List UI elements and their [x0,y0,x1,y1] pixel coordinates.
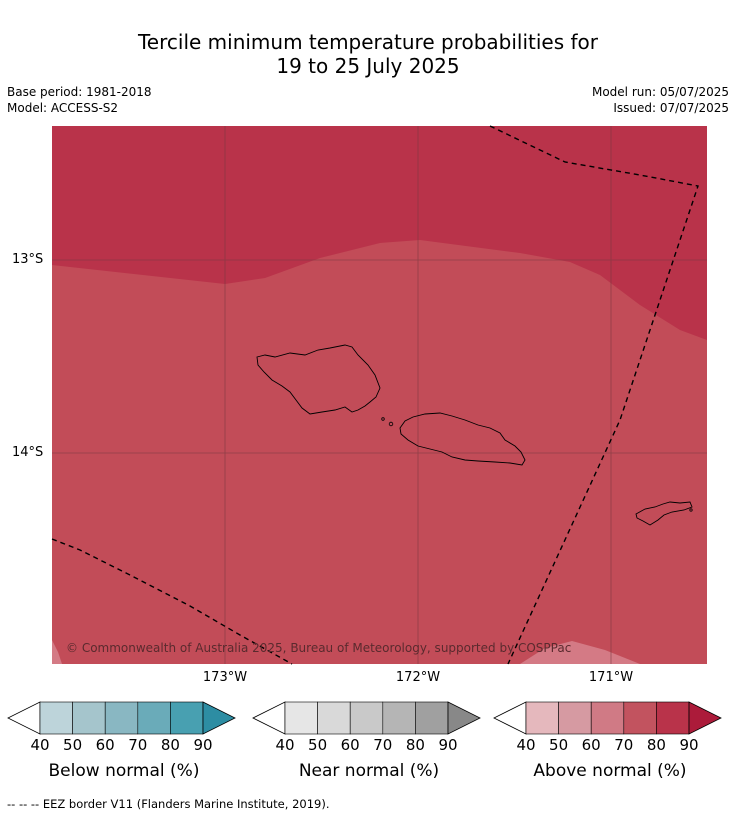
colorbar-above-tick-label: 50 [549,736,569,754]
colorbar-above-tick-label: 60 [581,736,601,754]
colorbar-below-label: Below normal (%) [48,761,200,781]
coast-tutuila [635,501,693,526]
base-period: Base period: 1981-2018 [7,85,152,99]
colorbar-above-tick-label: 40 [516,736,536,754]
probability-field-60-bottom-right [520,641,640,664]
colorbar-near-tick-label: 90 [438,736,458,754]
colorbar-above-bin-1 [525,701,559,735]
colorbar-above-arrow-low [493,701,527,735]
issued-date: Issued: 07/07/2025 [613,101,729,115]
colorbar-below-tick-label: 70 [128,736,148,754]
lon-label-173w: 173°W [202,670,248,685]
colorbar-near-arrow-low [252,701,286,735]
map-title: Tercile minimum temperature probabilitie… [0,30,736,78]
colorbar-below-bin-4 [137,701,171,735]
colorbar-near-tick-label: 60 [340,736,360,754]
coast-savaii [256,344,381,415]
colorbar-below-bin-2 [72,701,106,735]
colorbar-near-tick-label: 50 [308,736,328,754]
colorbar-above-tick-label: 70 [614,736,634,754]
coast-upolu [399,412,526,466]
colorbar-below-tick-label: 80 [160,736,180,754]
eez-border-southwest [51,538,293,665]
colorbar-near-label: Near normal (%) [298,761,440,781]
colorbar-below-tick-label: 40 [30,736,50,754]
eez-footer-note: -- -- -- EEZ border V11 (Flanders Marine… [7,797,330,811]
colorbar-below-bin-5 [170,701,204,735]
gridlines [52,126,707,664]
copyright-notice: © Commonwealth of Australia 2025, Bureau… [66,641,572,655]
lat-label-14s: 14°S [12,445,44,460]
colorbar-below-tick-label: 50 [63,736,83,754]
colorbar-below-tick-label: 60 [95,736,115,754]
lat-label-13s: 13°S [12,252,44,267]
probability-field-80 [52,126,707,340]
lon-label-172w: 172°W [395,670,441,685]
title-line-1: Tercile minimum temperature probabilitie… [137,30,599,54]
lon-label-171w: 171°W [588,670,634,685]
colorbar-near-tick-label: 40 [275,736,295,754]
colorbar-above-bin-2 [558,701,592,735]
colorbar-below-bin-3 [104,701,139,735]
colorbar-near-bin-2 [317,701,351,735]
colorbar-above-tick-label: 80 [646,736,666,754]
coast-aunuu [689,508,693,512]
colorbar-near-bin-1 [284,701,318,735]
colorbar-below-tick-label: 90 [193,736,213,754]
colorbar-below-bin-1 [39,701,73,735]
colorbar-near-tick-label: 70 [373,736,393,754]
colorbar-near-arrow-high [447,701,481,735]
coast-apolima [381,417,385,421]
eez-borders [51,125,699,665]
colorbar-above-tick-label: 90 [679,736,699,754]
meta-left: Base period: 1981-2018 Model: ACCESS-S2 [7,84,152,116]
colorbars-group [7,701,722,735]
colorbar-above-bin-5 [656,701,690,735]
colorbar-near-bin-4 [382,701,416,735]
colorbar-near-bin-5 [415,701,449,735]
colorbar-near-tick-label: 80 [405,736,425,754]
colorbar-above-label: Above normal (%) [533,761,687,781]
title-line-2: 19 to 25 July 2025 [276,54,460,78]
model-name: Model: ACCESS-S2 [7,101,119,115]
meta-right: Model run: 05/07/2025 Issued: 07/07/2025 [592,84,729,116]
colorbar-below-arrow-high [202,701,236,735]
colorbar-above-bin-3 [590,701,625,735]
colorbar-above-arrow-high [688,701,722,735]
coast-manono [388,421,394,427]
colorbar-above-bin-4 [623,701,657,735]
probability-field-60-bottom-left [52,640,62,664]
model-run: Model run: 05/07/2025 [591,85,729,99]
colorbar-near-bin-3 [349,701,384,735]
colorbar-below-arrow-low [7,701,41,735]
